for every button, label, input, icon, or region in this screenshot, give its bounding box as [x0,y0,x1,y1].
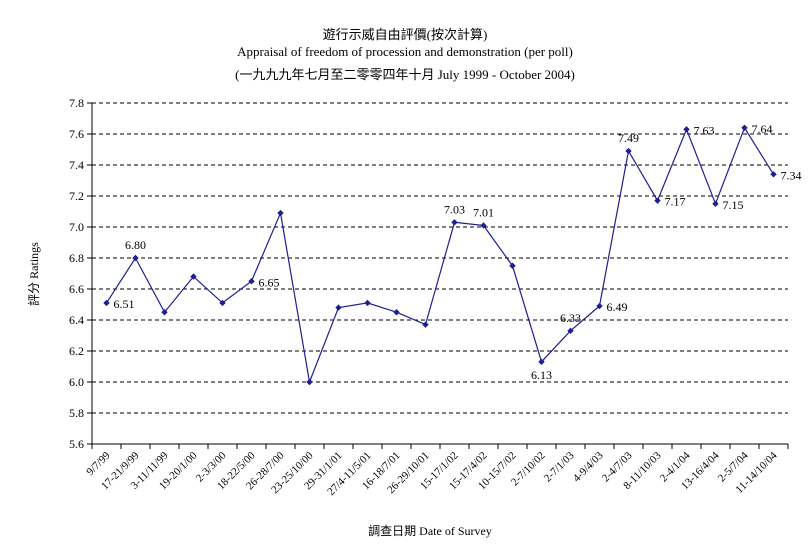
y-tick-labels: 5.6 5.8 6.0 6.2 6.4 6.6 6.8 7.0 7.2 7.4 7.6 7.8 [69,96,84,451]
data-point [364,299,371,307]
x-tick-labels: 9/7/9917-21/9/993-11/11/9919-20/1/002-3/… [84,449,780,498]
y-axis-title: 評分 Ratings [26,242,41,306]
data-label: 6.49 [607,300,628,314]
y-tick-label: 7.6 [69,127,84,141]
data-label: 7.15 [723,198,744,212]
data-point [480,222,487,229]
axes [87,102,789,449]
x-tick-label: 4-9/4/03 [571,449,606,484]
data-label: 6.13 [531,368,552,382]
y-tick-label: 5.8 [69,406,84,420]
series-line [105,126,775,385]
data-point [393,309,400,316]
data-point [219,299,226,307]
data-point [422,321,429,328]
data-label: 7.17 [665,195,686,209]
y-tick-label: 7.0 [69,220,84,234]
data-points [103,124,777,386]
data-point [335,304,342,311]
data-label: 7.49 [618,131,639,145]
data-point [277,209,284,217]
chart-title: 遊行示威自由評價(按次計算) [322,27,488,42]
data-point [712,200,719,207]
y-tick-label: 7.2 [69,189,84,203]
data-label: 7.03 [444,202,465,216]
data-point [567,327,574,335]
data-label: 7.01 [473,205,494,219]
series-ratings [105,126,775,385]
data-label: 7.64 [752,122,773,136]
data-label: 6.80 [125,238,146,252]
data-point [161,309,168,316]
x-axis-title: 調查日期 Date of Survey [368,524,492,538]
data-point [654,197,661,204]
data-point [190,273,197,280]
chart-subtitle: Appraisal of freedom of procession and d… [237,44,573,59]
data-point [509,262,516,269]
data-label: 7.34 [781,168,802,182]
data-labels: 6.51 6.80 6.65 7.03 7.01 6.13 6.33 6.49 7.49 7.17… [114,122,802,382]
data-point [770,171,777,178]
data-point [683,126,690,133]
data-point [625,147,632,155]
data-point [741,124,748,131]
data-point [596,302,603,310]
data-point [132,254,139,262]
gridlines [92,102,788,414]
data-point [451,219,458,226]
y-tick-label: 7.4 [69,158,84,172]
y-tick-label: 6.2 [69,344,84,358]
chart-subtitle-range: (一九九九年七月至二零零四年十月 July 1999 - October 200… [235,67,575,82]
data-label: 6.33 [560,311,581,325]
y-tick-label: 5.6 [69,437,84,451]
data-point [538,358,545,366]
x-tick-label: 2-7/1/03 [542,449,577,484]
data-label: 6.65 [259,275,280,289]
y-tick-label: 6.4 [69,313,84,327]
data-label: 6.51 [114,297,135,311]
y-tick-label: 6.8 [69,251,84,265]
y-tick-label: 6.0 [69,375,84,389]
data-point [248,278,255,285]
y-tick-label: 6.6 [69,282,84,296]
data-point [306,378,313,386]
y-tick-label: 7.8 [69,96,84,110]
data-label: 7.63 [694,123,715,137]
data-point [103,299,110,307]
